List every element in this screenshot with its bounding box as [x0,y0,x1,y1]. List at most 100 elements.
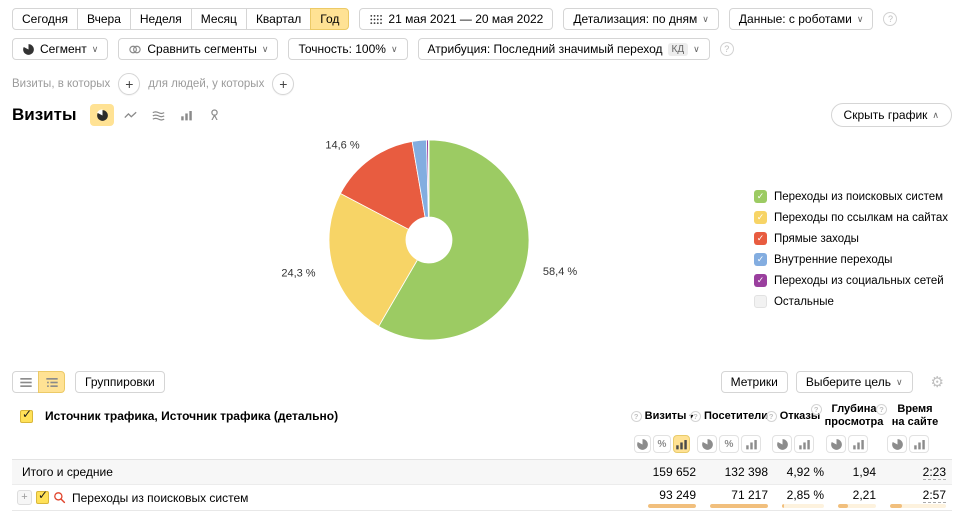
chart-legend: ✓ Переходы из поисковых систем ✓ Переходы п… [753,186,948,312]
precision-dropdown[interactable]: Точность: 100% ∨ [288,38,408,60]
settings-gear-icon[interactable]: ⚙ [930,374,944,391]
chart-header: Визиты Скрыть график ∧ [12,102,952,128]
traffic-pie-chart: 58,4 % 24,3 % 14,6 % [281,139,577,341]
column-label: Глубина просмотра [824,403,884,429]
column-header[interactable]: ? Отказы [762,410,820,423]
bars-toggle-icon[interactable] [672,435,690,454]
compare-segments-dropdown[interactable]: Сравнить сегменты ∨ [118,38,279,60]
cell-value: 93 249 [659,487,696,502]
period-button[interactable]: Год [310,8,350,30]
bars-toggle-icon[interactable] [909,435,929,454]
pie-toggle-icon[interactable] [826,435,846,454]
chevron-down-icon: ∨ [390,43,398,54]
percent-toggle-icon[interactable]: % [719,435,739,454]
legend-checkbox[interactable]: ✓ [753,190,767,203]
pie-toggle-icon[interactable] [772,435,792,454]
value-bar [710,503,768,508]
metrics-button[interactable]: Метрики [720,371,788,393]
groupings-button[interactable]: Группировки [75,371,165,393]
legend-label: Остальные [773,295,834,308]
row-checkbox[interactable]: ✓ [36,488,49,505]
pie-toggle-icon[interactable] [697,435,717,454]
legend-item[interactable]: ✓ Переходы по ссылкам на сайтах [753,207,948,228]
pie-slice[interactable] [339,140,426,230]
map-chart-icon[interactable] [202,104,226,126]
stacked-chart-icon[interactable] [146,104,170,126]
drilldown-search-icon[interactable] [53,491,66,504]
period-button[interactable]: Квартал [245,8,312,30]
legend-checkbox[interactable]: ✓ [753,232,767,245]
attribution-dropdown[interactable]: Атрибуция: Последний значимый переход КД… [417,38,710,60]
legend-item[interactable]: ✓ Переходы из социальных сетей [753,270,948,291]
line-chart-icon[interactable] [118,104,142,126]
columns-chart-icon[interactable] [174,104,198,126]
legend-item[interactable]: Остальные [753,291,948,312]
help-icon[interactable]: ? [719,42,734,56]
legend-item[interactable]: ✓ Переходы из поисковых систем [753,186,948,207]
data-mode-dropdown[interactable]: Данные: с роботами ∨ [728,8,874,30]
detalization-dropdown[interactable]: Детализация: по дням ∨ [563,8,719,30]
column-label: Посетители [704,409,768,422]
goal-dropdown[interactable]: Выберите цель ∨ [795,371,913,393]
legend-checkbox[interactable]: ✓ [753,253,767,266]
metric-view-toggles [818,435,870,454]
table-toolbar-right: Метрики Выберите цель ∨ ⚙ [720,371,944,393]
totals-value: 2:23 [922,465,946,481]
percent-toggle-icon[interactable]: % [653,435,671,454]
chart-title: Визиты [12,105,77,124]
legend-item[interactable]: ✓ Прямые заходы [753,228,948,249]
filter-row: Визиты, в которых + для людей, у которых… [12,72,952,96]
pie-toggle-icon[interactable] [887,435,907,454]
add-visit-filter-button[interactable]: + [118,73,141,95]
help-icon[interactable]: ? [883,12,898,26]
period-button[interactable]: Месяц [190,8,247,30]
metric-view-toggles [762,435,818,454]
pie-slice[interactable] [378,139,530,341]
help-icon[interactable]: ? [876,404,887,415]
column-header[interactable]: ? Время на сайте [870,403,940,429]
chevron-down-icon: ∨ [895,376,903,387]
period-button[interactable]: Неделя [129,8,192,30]
help-icon[interactable]: ? [765,410,777,422]
totals-value: 1,94 [852,465,876,480]
tree-view-icon[interactable] [38,371,65,393]
metric-view-toggles: % [628,435,690,454]
segment-dropdown[interactable]: Сегмент ∨ [12,38,109,60]
value-bar [838,503,876,508]
add-people-filter-button[interactable]: + [272,73,295,95]
legend-checkbox[interactable] [753,295,767,308]
pie-slice[interactable] [328,192,418,327]
bars-toggle-icon[interactable] [848,435,868,454]
pie-chart-icon[interactable] [90,104,115,126]
help-icon[interactable]: ? [810,404,822,415]
date-range-button[interactable]: 21 мая 2021 — 20 мая 2022 [359,8,554,30]
toolbar-segments: Сегмент ∨ Сравнить сегменты ∨ Точность: … [12,38,952,60]
value-bar [648,503,696,508]
legend-label: Переходы из социальных сетей [773,274,944,287]
expand-row-button[interactable]: + [17,490,32,506]
column-header[interactable]: ? Посетители [690,410,768,423]
hide-chart-button[interactable]: Скрыть график ∧ [830,103,952,127]
bars-toggle-icon[interactable] [794,435,814,454]
period-button[interactable]: Вчера [77,8,131,30]
legend-label: Прямые заходы [773,232,859,245]
column-header[interactable]: ? Глубина просмотра [810,403,883,429]
flat-list-view-icon[interactable] [12,371,39,393]
help-icon[interactable]: ? [630,410,642,422]
select-all-checkbox[interactable]: ✓ [20,406,33,423]
segment-pie-icon [22,42,35,56]
legend-item[interactable]: ✓ Внутренние переходы [753,249,948,270]
column-header[interactable]: ? Визиты ▾ [628,410,693,423]
chevron-down-icon: ∨ [702,13,709,24]
row-label[interactable]: Переходы из поисковых систем [72,490,249,505]
period-button[interactable]: Сегодня [12,8,78,30]
cell-value: 71 217 [731,487,768,502]
legend-checkbox[interactable]: ✓ [753,274,767,287]
legend-checkbox[interactable]: ✓ [753,211,767,224]
pie-toggle-icon[interactable] [634,435,652,454]
metric-view-toggles: % [690,435,762,454]
pie-slice[interactable] [427,139,430,218]
help-icon[interactable]: ? [690,410,702,422]
goal-label: Выберите цель [805,375,891,389]
bars-toggle-icon[interactable] [741,435,761,454]
